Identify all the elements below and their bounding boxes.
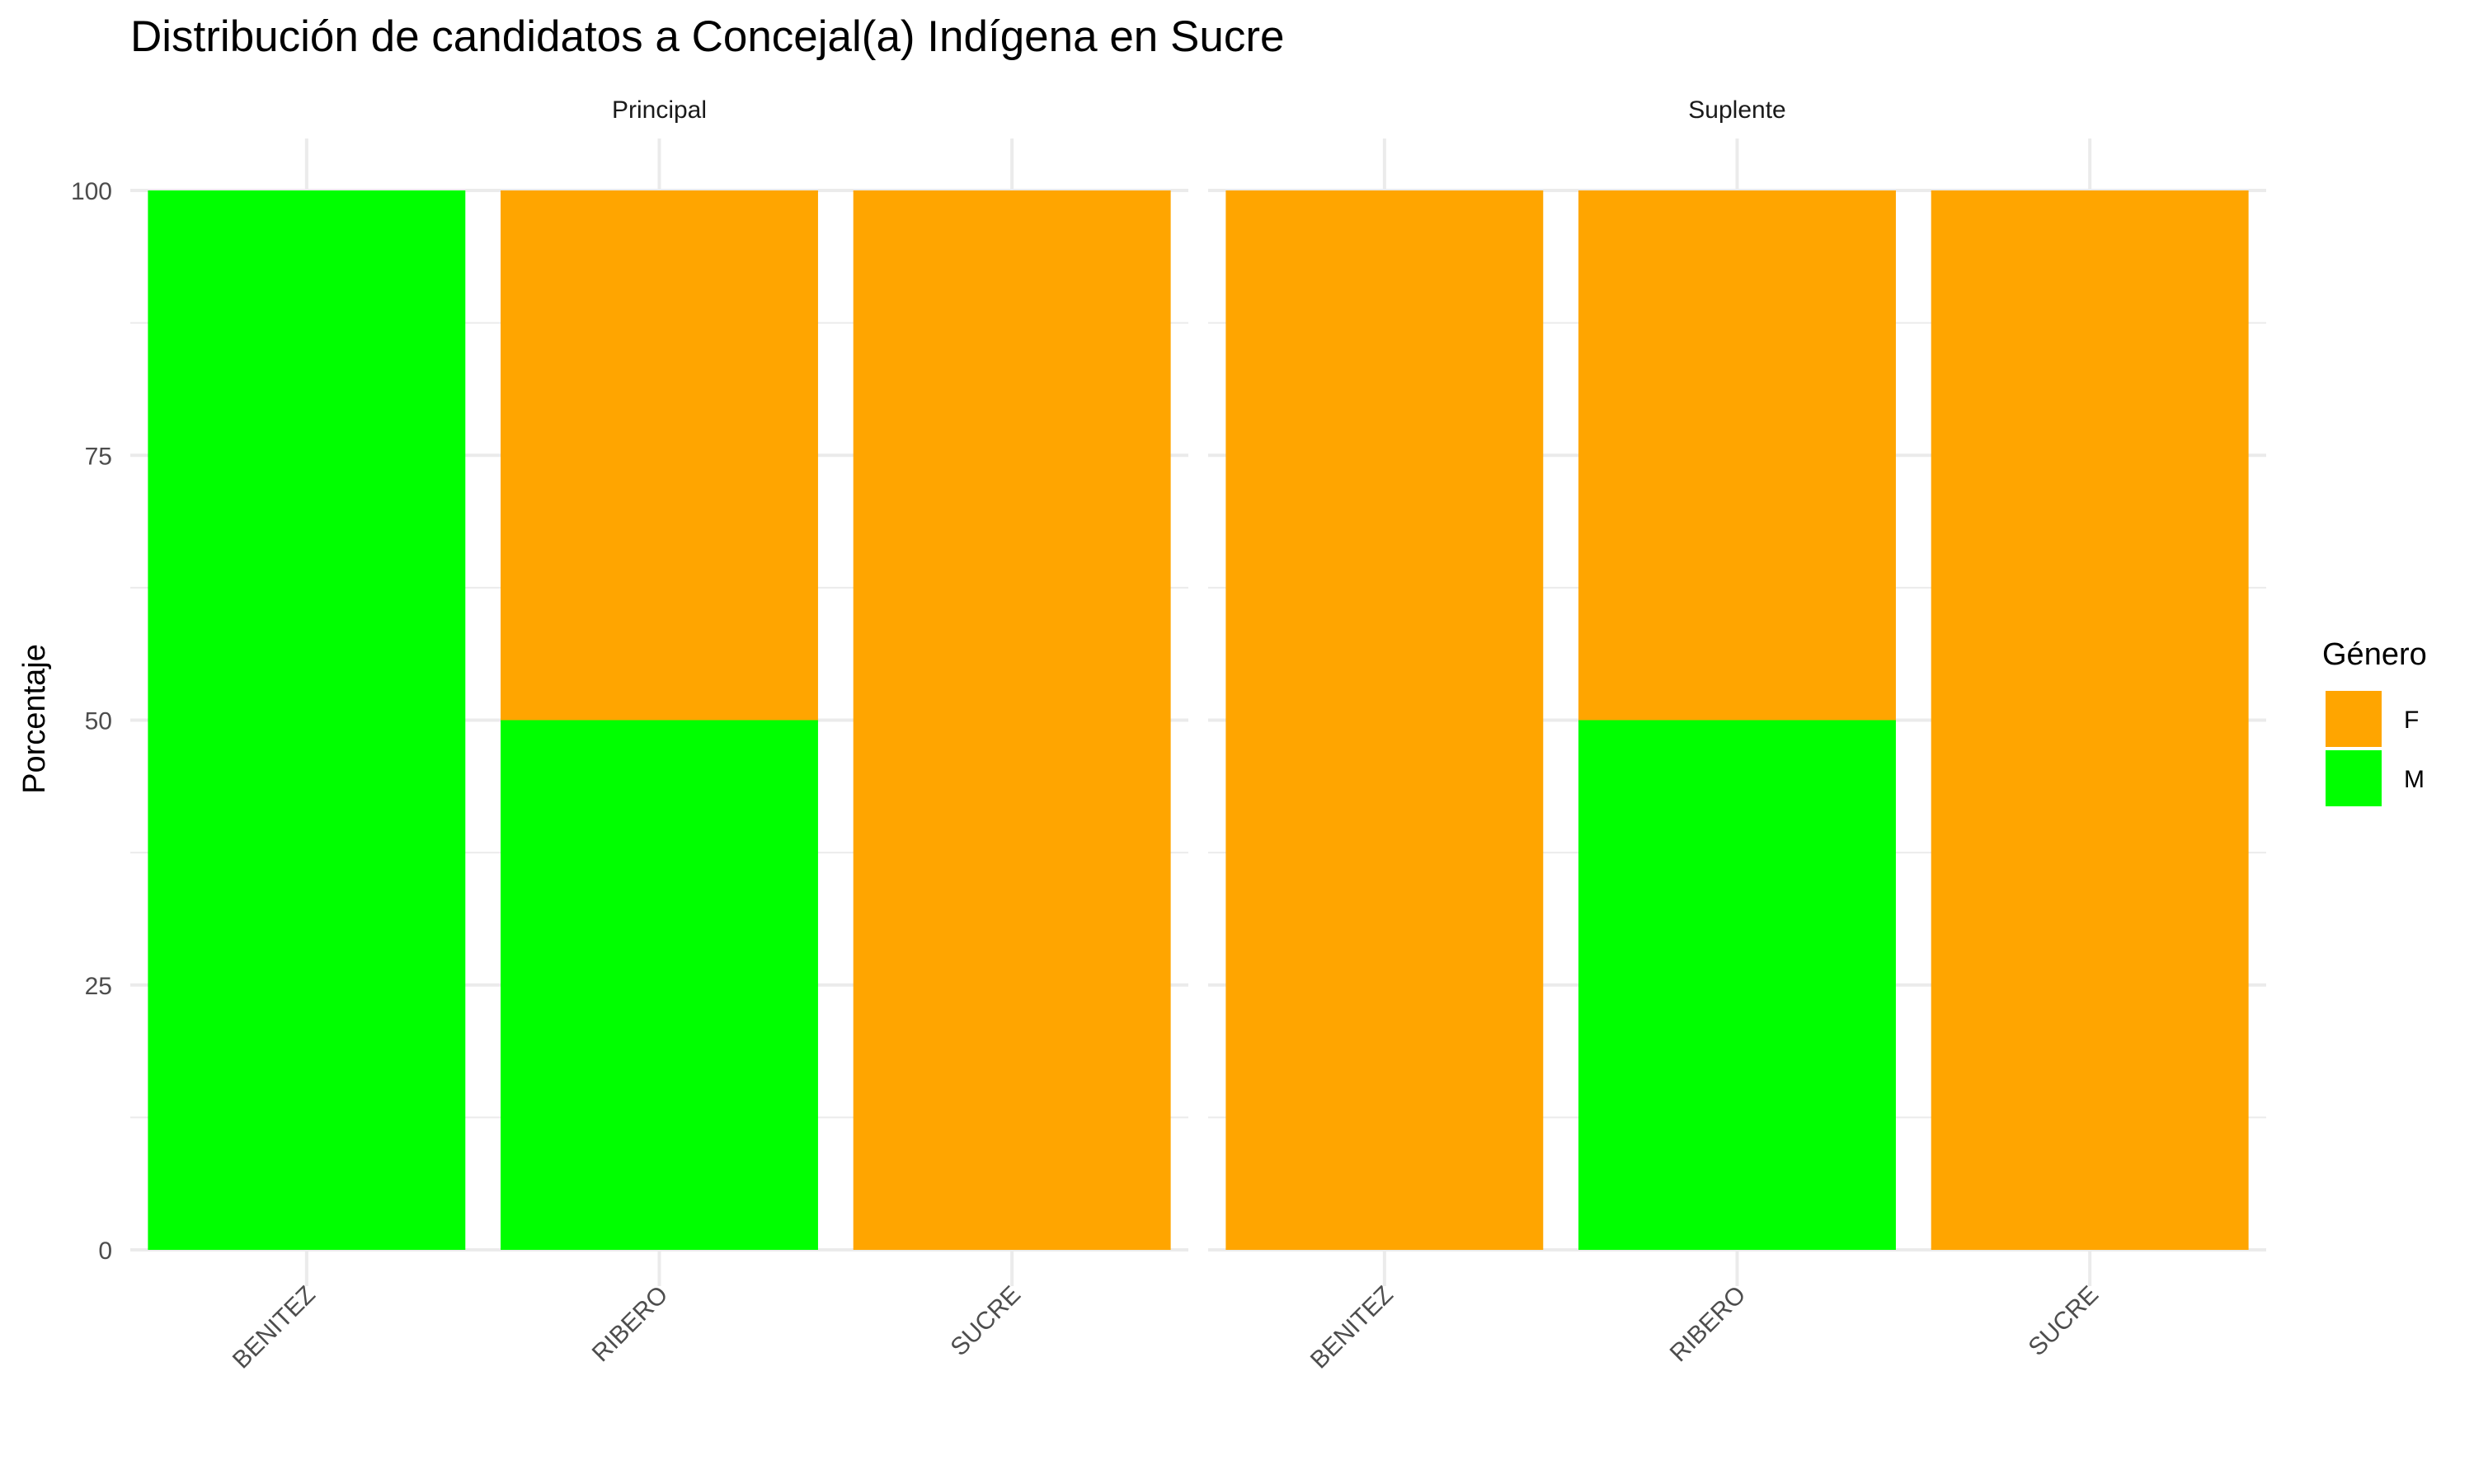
y-tick-label: 75 <box>85 443 112 470</box>
bar-segment-f <box>1225 190 1544 1250</box>
y-tick-label: 25 <box>85 973 112 1000</box>
y-axis-title: Porcentaje <box>17 644 52 794</box>
legend-items: FM <box>2326 691 2425 806</box>
bar-segment-m <box>148 190 466 1250</box>
bar-segment-f <box>1931 190 2249 1250</box>
legend-item: F <box>2326 691 2419 747</box>
legend: Género FM <box>2322 637 2427 806</box>
facet-strip-label: Suplente <box>1688 96 1785 124</box>
chart-title: Distribución de candidatos a Concejal(a)… <box>130 12 1284 61</box>
x-tick-label: SUCRE <box>2024 1281 2105 1362</box>
facet-panel: Principal BENITEZ RIBERO SUCRE <box>130 96 1188 1374</box>
bar-segment-m <box>1578 720 1896 1250</box>
bar-segment-f <box>1578 190 1896 721</box>
x-tick-label: SUCRE <box>946 1281 1027 1362</box>
legend-item: M <box>2326 750 2425 806</box>
legend-label: F <box>2404 707 2419 734</box>
y-tick-label: 50 <box>85 708 112 735</box>
y-tick-label: 100 <box>71 178 112 205</box>
x-tick-label: BENITEZ <box>1305 1281 1399 1374</box>
legend-swatch <box>2326 691 2382 747</box>
legend-label: M <box>2404 766 2425 793</box>
legend-swatch <box>2326 750 2382 806</box>
bar-segment-f <box>853 190 1171 1250</box>
x-tick-label: RIBERO <box>587 1281 674 1368</box>
x-tick-label: RIBERO <box>1665 1281 1752 1368</box>
x-tick-label: BENITEZ <box>228 1281 321 1374</box>
bar-segment-f <box>501 190 818 721</box>
legend-title: Género <box>2322 637 2427 672</box>
facet-panel: Suplente BENITEZ RIBERO SUCRE <box>1208 96 2266 1374</box>
y-tick-label: 0 <box>98 1237 112 1265</box>
bar-segment-m <box>501 720 818 1250</box>
facet-strip-label: Principal <box>612 96 707 124</box>
